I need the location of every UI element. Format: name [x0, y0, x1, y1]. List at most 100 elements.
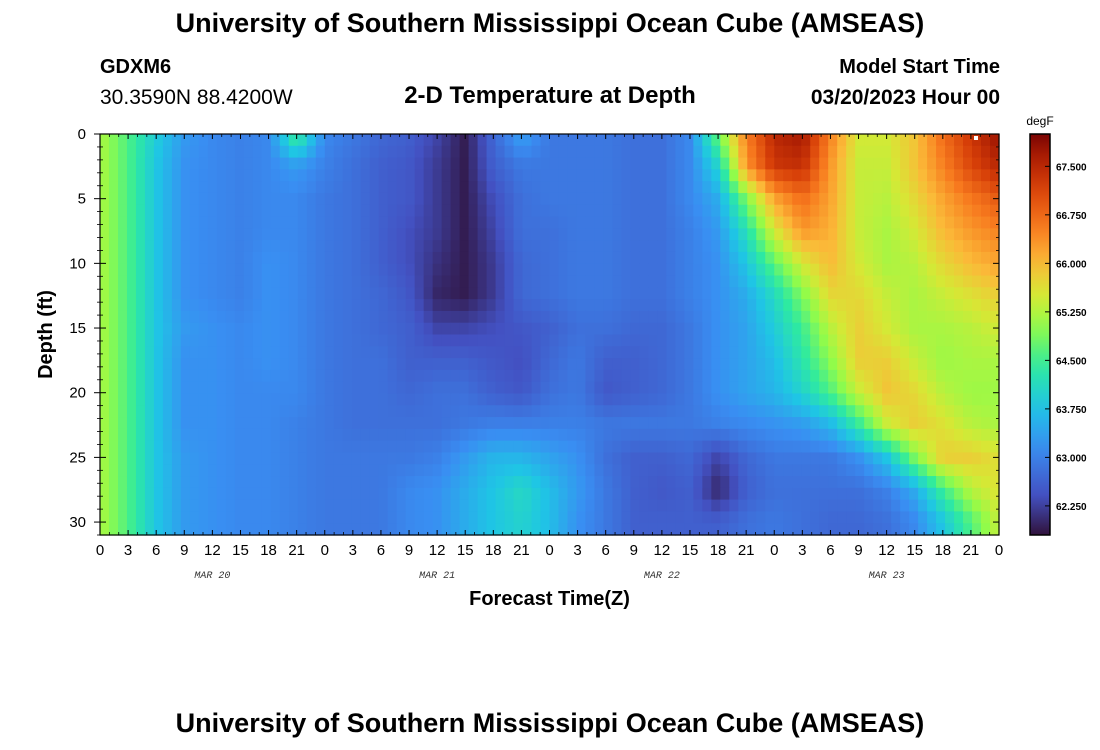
heatmap-cell [387, 181, 398, 194]
heatmap-cell [729, 263, 739, 277]
heatmap-cell [333, 405, 344, 418]
heatmap-cell [396, 346, 407, 359]
heatmap-cell [144, 499, 155, 513]
heatmap-cell [486, 322, 497, 336]
heatmap-cell [198, 464, 209, 477]
heatmap-cell [954, 228, 964, 241]
heatmap-cell [711, 310, 721, 324]
heatmap-cell [441, 369, 452, 383]
heatmap-cell [954, 216, 964, 229]
heatmap-cell [468, 228, 479, 241]
heatmap-cell [972, 393, 982, 406]
heatmap-cell [909, 157, 919, 170]
heatmap-cell [405, 476, 416, 489]
heatmap-cell [171, 428, 182, 442]
heatmap-cell [432, 499, 443, 513]
heatmap-cell [495, 275, 506, 288]
heatmap-cell [180, 487, 191, 501]
heatmap-cell [432, 346, 443, 359]
heatmap-cell [468, 287, 479, 300]
heatmap-cell [918, 263, 928, 277]
heatmap-cell [693, 393, 703, 406]
heatmap-cell [135, 240, 146, 253]
heatmap-cell [900, 334, 910, 347]
heatmap-cell [180, 181, 191, 194]
heatmap-cell [324, 523, 335, 536]
heatmap-cell [891, 428, 901, 442]
heatmap-cell [774, 428, 784, 442]
heatmap-cell [729, 476, 739, 489]
heatmap-cell [333, 299, 344, 312]
heatmap-cell [144, 440, 155, 454]
heatmap-cell [738, 299, 748, 312]
chart-title: University of Southern Mississippi Ocean… [175, 8, 925, 38]
heatmap-cell [693, 299, 703, 312]
x-tick-label: 12 [654, 542, 671, 559]
heatmap-cell [702, 476, 712, 489]
heatmap-cell [261, 334, 272, 347]
heatmap-cell [603, 369, 614, 383]
heatmap-cell [477, 499, 488, 513]
heatmap-cell [504, 310, 515, 324]
heatmap-cell [513, 381, 524, 395]
heatmap-cell [261, 134, 272, 147]
heatmap-cell [648, 487, 658, 501]
heatmap-cell [846, 476, 856, 489]
heatmap-cell [747, 369, 757, 383]
heatmap-cell [171, 204, 182, 218]
heatmap-cell [486, 499, 497, 513]
heatmap-cell [882, 299, 892, 312]
heatmap-cell [378, 275, 389, 288]
heatmap-cell [783, 358, 793, 371]
heatmap-cell [675, 192, 685, 206]
heatmap-cell [171, 417, 182, 430]
heatmap-cell [648, 192, 658, 206]
heatmap-cell [675, 440, 685, 454]
heatmap-cell [648, 157, 658, 170]
heatmap-cell [513, 181, 524, 194]
heatmap-cell [990, 417, 1000, 430]
heatmap-cell [324, 346, 335, 359]
heatmap-cell [108, 358, 119, 371]
heatmap-cell [531, 369, 542, 383]
heatmap-cell [837, 181, 847, 194]
heatmap-cell [810, 476, 820, 489]
heatmap-cell [100, 204, 110, 218]
heatmap-cell [774, 393, 784, 406]
heatmap-cell [243, 204, 254, 218]
heatmap-cell [144, 181, 155, 194]
heatmap-cell [387, 487, 398, 501]
heatmap-cell [891, 204, 901, 218]
marker-dot [974, 136, 978, 140]
heatmap-cell [909, 369, 919, 383]
heatmap-cell [171, 310, 182, 324]
heatmap-cell [765, 346, 775, 359]
heatmap-cell [495, 428, 506, 442]
heatmap-cell [171, 216, 182, 229]
heatmap-cell [846, 369, 856, 383]
heatmap-cell [270, 192, 281, 206]
heatmap-cell [100, 275, 110, 288]
heatmap-cell [972, 134, 982, 147]
heatmap-cell [909, 464, 919, 477]
heatmap-cell [126, 228, 137, 241]
heatmap-cell [180, 145, 191, 159]
heatmap-cell [882, 358, 892, 371]
heatmap-cell [945, 369, 955, 383]
heatmap-cell [945, 440, 955, 454]
heatmap-cell [333, 310, 344, 324]
heatmap-cell [666, 346, 676, 359]
heatmap-cell [216, 216, 227, 229]
heatmap-cell [936, 287, 946, 300]
heatmap-cell [621, 523, 632, 536]
heatmap-cell [837, 381, 847, 395]
heatmap-cell [810, 145, 820, 159]
heatmap-cell [189, 240, 200, 253]
heatmap-cell [207, 228, 218, 241]
heatmap-cell [477, 310, 488, 324]
heatmap-cell [432, 145, 443, 159]
heatmap-cell [846, 157, 856, 170]
heatmap-cell [405, 440, 416, 454]
heatmap-cell [324, 181, 335, 194]
heatmap-cell [783, 192, 793, 206]
